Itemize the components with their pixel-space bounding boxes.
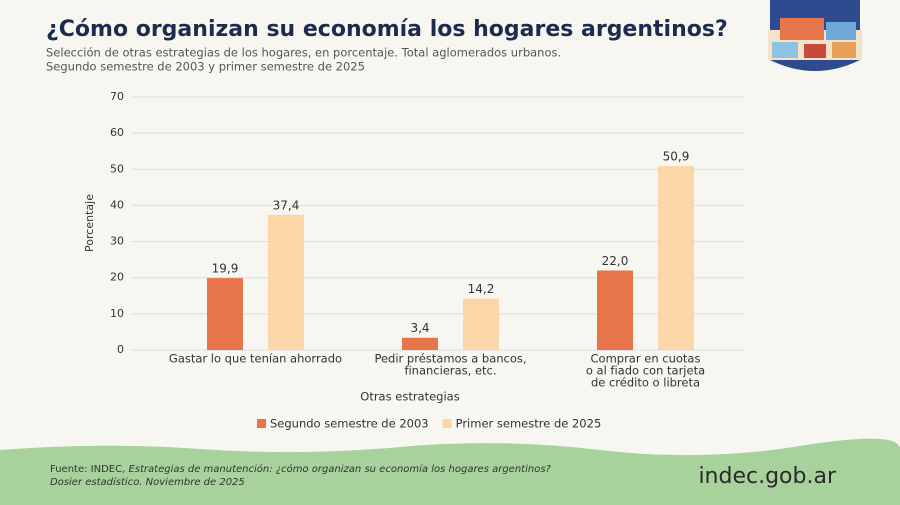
y-tick-label: 60 [110,126,124,139]
bar [207,278,243,350]
value-label: 3,4 [410,321,429,335]
source-line: Dosier estadístico. Noviembre de 2025 [50,476,245,488]
y-tick-label: 30 [110,235,124,248]
y-tick-label: 50 [110,162,124,175]
legend-swatch [257,419,266,428]
source: Fuente: INDEC, Estrategias de manutenció… [50,463,552,475]
legend-label: Segundo semestre de 2003 [270,417,429,431]
x-tick-label: o al fiado con tarjeta [586,364,705,378]
legend-label: Primer semestre de 2025 [456,417,602,431]
x-tick-label: Comprar en cuotas [591,352,701,366]
value-label: 14,2 [468,282,495,296]
bar [597,270,633,350]
subtitle: Selección de otras estrategias de los ho… [46,46,561,60]
x-tick-label: de crédito o libreta [591,376,700,390]
house-icon [768,0,862,71]
footer-band [0,438,900,505]
chart-title: ¿Cómo organizan su economía los hogares … [46,17,728,42]
value-label: 22,0 [602,254,629,268]
legend-swatch [442,419,452,428]
bar [463,298,499,350]
value-label: 19,9 [212,262,239,276]
value-label: 37,4 [273,198,300,212]
logo: indec.gob.ar [698,464,837,489]
y-tick-label: 40 [110,198,124,211]
subtitle: Segundo semestre de 2003 y primer semest… [46,60,365,74]
bar [402,337,438,350]
value-label: 50,9 [663,150,690,164]
y-tick-label: 10 [110,307,124,320]
bar [268,214,304,350]
y-axis-label: Porcentaje [83,194,96,252]
y-tick-label: 20 [110,271,124,284]
x-tick-label: Pedir préstamos a bancos, [374,352,526,366]
x-tick-label: Gastar lo que tenían ahorrado [169,352,342,366]
x-axis-label: Otras estrategias [360,390,459,404]
bar [658,166,694,350]
source-title: Estrategias de manutención: ¿cómo organi… [128,463,551,475]
x-tick-label: financieras, etc. [404,364,496,378]
source-prefix: Fuente: INDEC, [50,464,128,475]
y-tick-label: 0 [117,343,124,356]
y-tick-label: 70 [110,90,124,103]
